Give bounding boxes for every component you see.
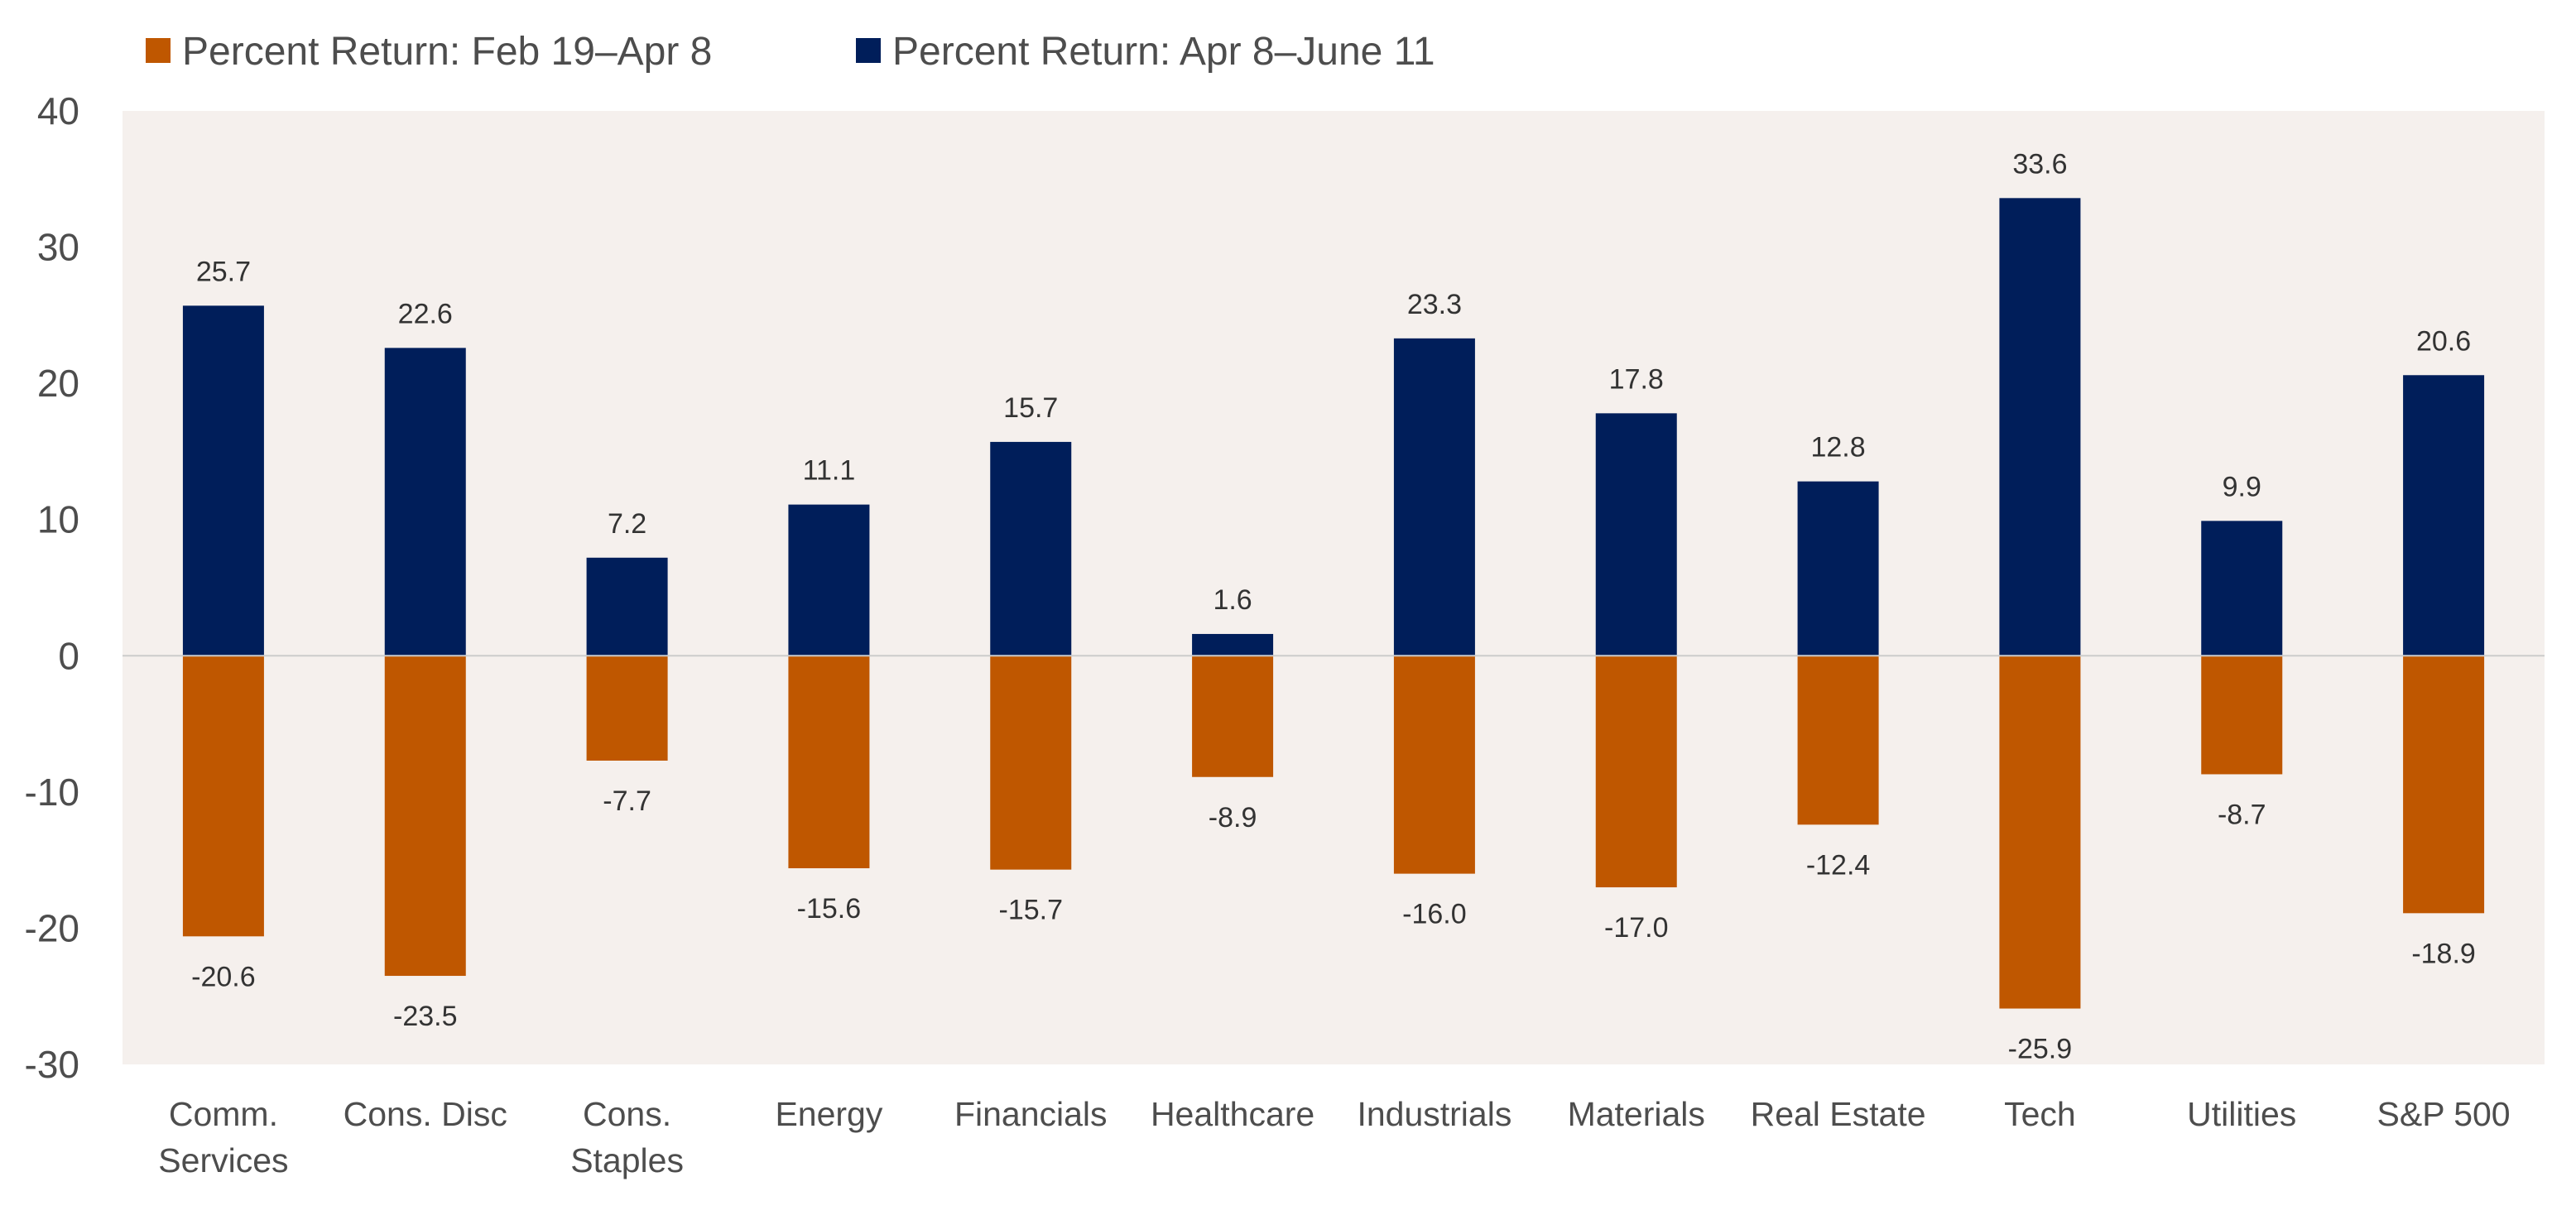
y-tick-label: 40 [37,89,79,132]
legend-swatch [146,38,171,63]
data-label: -18.9 [2411,938,2476,969]
bar-negative [2201,656,2283,775]
x-tick-label: Staples [570,1141,684,1179]
bar-positive [2201,521,2283,656]
bar-negative [182,656,264,937]
legend-swatch [856,38,881,63]
data-label: -25.9 [2008,1034,2073,1065]
x-tick-label: Cons. [583,1095,671,1133]
x-tick-label: Cons. Disc [344,1095,507,1133]
data-label: -17.0 [1604,912,1669,944]
x-tick-label: Tech [2004,1095,2076,1133]
data-label: 15.7 [1003,392,1058,424]
bar-negative [586,656,668,761]
data-label: -20.6 [191,961,256,992]
data-label: -8.7 [2218,799,2266,830]
y-axis: 40 30 20 10 0 -10 -20 -30 [25,89,79,1086]
bar-negative [384,656,466,977]
bar-negative [1999,656,2081,1009]
data-labels: -20.6 25.7 -23.5 22.6 -7.7 7.2 -15.6 11.1 -15.7 1… [191,148,2476,1064]
bar-positive [1192,633,1274,656]
y-tick-label: -10 [25,771,79,814]
data-label: 12.8 [1810,432,1865,464]
data-label: 33.6 [2012,148,2067,180]
x-axis: Comm. Services Cons. Disc Cons. Staples Energ… [158,1095,2510,1179]
bars-layer [182,198,2485,1009]
y-tick-label: -20 [25,906,79,949]
data-label: 7.2 [608,508,646,540]
bar-negative [788,656,870,869]
bar-positive [2403,375,2485,656]
x-tick-label: Services [158,1141,288,1179]
y-tick-label: -30 [25,1043,79,1086]
data-label: -16.0 [1402,899,1467,930]
x-tick-label: Comm. [169,1095,278,1133]
data-label: -8.9 [1209,802,1257,833]
x-tick-label: Industrials [1357,1095,1511,1133]
x-tick-label: S&P 500 [2377,1095,2511,1133]
y-tick-label: 20 [37,362,79,405]
data-label: -23.5 [393,1001,458,1032]
y-tick-label: 30 [37,226,79,269]
bar-positive [1797,481,1879,656]
legend-label: Percent Return: Apr 8–June 11 [892,30,1435,74]
bar-negative [1797,656,1879,825]
data-label: 25.7 [196,256,251,287]
data-label: 1.6 [1213,584,1252,616]
bar-negative [990,656,1072,870]
y-tick-label: 10 [37,498,79,541]
x-tick-label: Utilities [2187,1095,2296,1133]
legend: Percent Return: Feb 19–Apr 8 Percent Retu… [146,30,1435,74]
data-label: -12.4 [1806,849,1871,881]
bar-positive [990,441,1072,656]
bar-positive [1595,413,1677,656]
bar-negative [1393,656,1475,874]
x-tick-label: Energy [775,1095,882,1133]
bar-negative [2403,656,2485,914]
x-tick-label: Financials [954,1095,1108,1133]
data-label: -15.7 [999,895,1064,926]
bar-negative [1192,656,1274,777]
bar-positive [586,557,668,656]
bar-positive [384,348,466,656]
data-label: 9.9 [2223,471,2261,502]
plot-background [123,111,2545,1064]
data-label: 11.1 [803,455,856,487]
data-label: -7.7 [603,785,651,817]
data-label: 20.6 [2416,325,2471,357]
data-label: 22.6 [398,298,453,329]
legend-label: Percent Return: Feb 19–Apr 8 [182,30,712,74]
bar-positive [1393,338,1475,656]
x-tick-label: Materials [1568,1095,1705,1133]
x-tick-label: Healthcare [1151,1095,1314,1133]
y-tick-label: 0 [58,634,79,677]
bar-positive [182,305,264,656]
data-label: 23.3 [1407,289,1462,320]
bar-positive [1999,198,2081,656]
data-label: -15.6 [797,893,862,925]
bar-negative [1595,656,1677,888]
data-label: 17.8 [1609,363,1664,395]
x-tick-label: Real Estate [1751,1095,1926,1133]
bar-positive [788,504,870,656]
